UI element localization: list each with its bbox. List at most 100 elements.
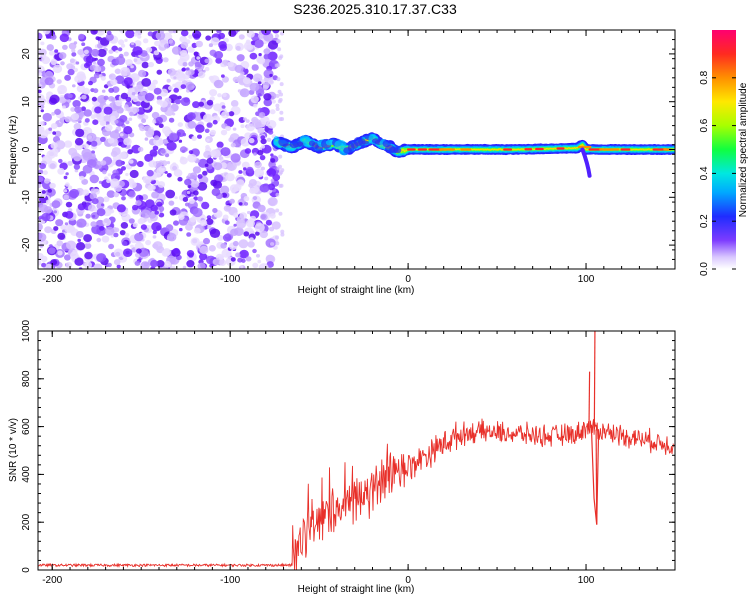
noise-blob: [103, 106, 113, 115]
snr-series-line: [38, 418, 675, 570]
noise-blob: [197, 71, 206, 79]
noise-blob: [148, 160, 157, 168]
noise-blob: [210, 150, 217, 156]
noise-blob: [140, 209, 151, 219]
noise-blob: [168, 85, 173, 91]
noise-blob: [250, 95, 259, 104]
noise-blob: [50, 142, 58, 149]
noise-blob: [92, 214, 96, 218]
noise-blob: [134, 40, 142, 47]
noise-blob: [180, 84, 186, 89]
noise-blob: [151, 222, 162, 232]
noise-blob: [87, 135, 93, 140]
noise-blob: [222, 76, 229, 83]
noise-blob: [253, 103, 258, 108]
noise-blob: [92, 119, 99, 125]
noise-blob: [39, 104, 45, 110]
noise-blob: [252, 196, 258, 201]
y-tick-label: 400: [21, 466, 32, 483]
noise-blob: [39, 121, 44, 126]
noise-blob: [153, 50, 160, 56]
noise-blob: [279, 31, 284, 36]
noise-blob: [68, 147, 78, 156]
noise-blob: [75, 61, 80, 65]
y-tick-label: -20: [21, 237, 32, 252]
noise-blob: [84, 261, 92, 269]
noise-blob: [100, 160, 107, 166]
noise-blob: [119, 133, 124, 137]
noise-blob: [49, 94, 60, 104]
noise-blob: [58, 90, 63, 95]
noise-blob: [140, 261, 150, 269]
noise-blob: [156, 167, 165, 175]
noise-blob: [96, 208, 106, 217]
noise-blob: [81, 148, 92, 158]
noise-blob: [108, 243, 115, 250]
noise-blob: [216, 30, 222, 34]
noise-blob: [212, 180, 223, 189]
noise-blob: [182, 197, 189, 202]
noise-blob: [276, 63, 281, 68]
noise-blob: [188, 252, 194, 258]
noise-blob: [167, 68, 177, 76]
noise-blob: [264, 176, 269, 181]
y-tick-label: -10: [21, 190, 32, 205]
noise-blob: [277, 99, 282, 104]
noise-blob: [143, 115, 149, 120]
noise-blob: [275, 93, 280, 98]
noise-blob: [77, 49, 84, 56]
noise-blob: [115, 159, 124, 167]
noise-blob: [278, 117, 283, 122]
noise-blob: [275, 192, 280, 197]
noise-blob: [197, 262, 206, 269]
noise-blob: [128, 218, 135, 224]
noise-blob: [140, 224, 147, 230]
noise-blob: [125, 59, 133, 66]
noise-blob: [257, 81, 262, 85]
noise-blob: [81, 106, 86, 111]
noise-blob: [95, 30, 106, 36]
noise-blob: [263, 48, 271, 55]
noise-blob: [280, 229, 285, 234]
noise-blob: [188, 61, 195, 67]
noise-blob: [144, 92, 155, 102]
noise-blob: [229, 184, 239, 193]
noise-blob: [222, 59, 229, 66]
noise-blob: [110, 234, 115, 238]
noise-blob: [128, 159, 134, 164]
noise-blob: [101, 89, 106, 93]
noise-blob: [185, 70, 192, 76]
noise-blob: [247, 241, 255, 248]
noise-blob: [124, 232, 130, 238]
colorbar-tick-label: 0.8: [699, 70, 710, 84]
noise-blob: [113, 232, 119, 238]
noise-blob: [206, 157, 214, 164]
noise-blob: [157, 181, 166, 188]
noise-blob: [214, 51, 224, 60]
noise-blob: [166, 141, 177, 151]
noise-blob: [257, 107, 263, 113]
noise-blob: [71, 113, 80, 121]
noise-blob: [99, 226, 105, 231]
noise-blob: [165, 189, 176, 199]
noise-blob: [65, 172, 69, 176]
noise-blob: [108, 49, 114, 54]
noise-blob: [259, 172, 264, 176]
noise-blob: [192, 190, 199, 196]
noise-blob: [275, 208, 280, 213]
noise-blob: [100, 203, 105, 207]
noise-blob: [179, 146, 188, 153]
signal-blob: [361, 140, 370, 145]
noise-blob: [179, 227, 183, 232]
noise-blob: [73, 41, 78, 45]
noise-blob: [71, 48, 76, 53]
noise-blob: [216, 141, 224, 149]
noise-blob: [147, 31, 154, 37]
noise-blob: [57, 250, 63, 256]
noise-blob: [51, 111, 56, 116]
noise-blob: [232, 127, 237, 131]
noise-blob: [115, 56, 126, 65]
noise-blob: [46, 44, 54, 51]
noise-blob: [113, 192, 120, 198]
